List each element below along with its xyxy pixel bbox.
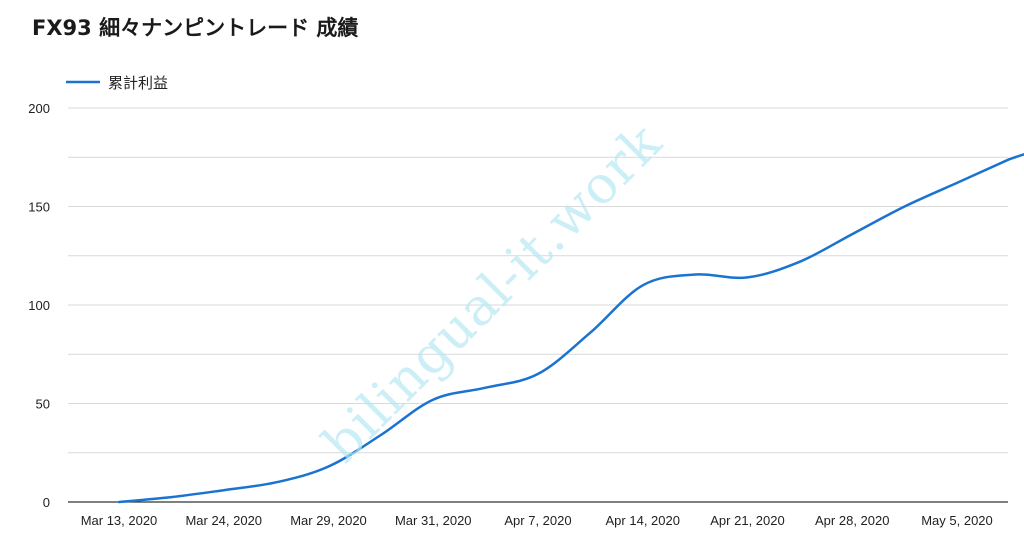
watermark-text: bilingual-it.work [312, 112, 674, 474]
x-tick-label: May 5, 2020 [921, 513, 993, 528]
x-tick-label: Mar 24, 2020 [185, 513, 262, 528]
y-tick-label: 0 [43, 495, 50, 510]
watermark: bilingual-it.work [312, 112, 674, 474]
x-tick-label: Apr 7, 2020 [504, 513, 571, 528]
legend: 累計利益 [66, 74, 168, 92]
chart-title: FX93 細々ナンピントレード 成績 [32, 16, 359, 40]
x-tick-label: Apr 21, 2020 [710, 513, 784, 528]
x-tick-label: Apr 14, 2020 [606, 513, 680, 528]
series-line [117, 157, 1011, 504]
x-tick-label: Mar 29, 2020 [290, 513, 367, 528]
gridlines [68, 107, 1008, 503]
x-tick-label: Mar 31, 2020 [395, 513, 472, 528]
x-axis: Mar 13, 2020 Mar 24, 2020 Mar 29, 2020 Mar … [81, 513, 993, 528]
y-tick-label: 200 [28, 101, 50, 116]
y-tick-label: 100 [28, 298, 50, 313]
series-line [1008, 152, 1024, 161]
x-tick-label: Apr 28, 2020 [815, 513, 889, 528]
y-axis: 0 50 100 150 200 [28, 101, 50, 510]
y-tick-label: 150 [28, 200, 50, 215]
y-tick-label: 50 [36, 397, 50, 412]
legend-label: 累計利益 [108, 74, 168, 92]
x-tick-label: Mar 13, 2020 [81, 513, 158, 528]
series-layer [117, 152, 1024, 504]
